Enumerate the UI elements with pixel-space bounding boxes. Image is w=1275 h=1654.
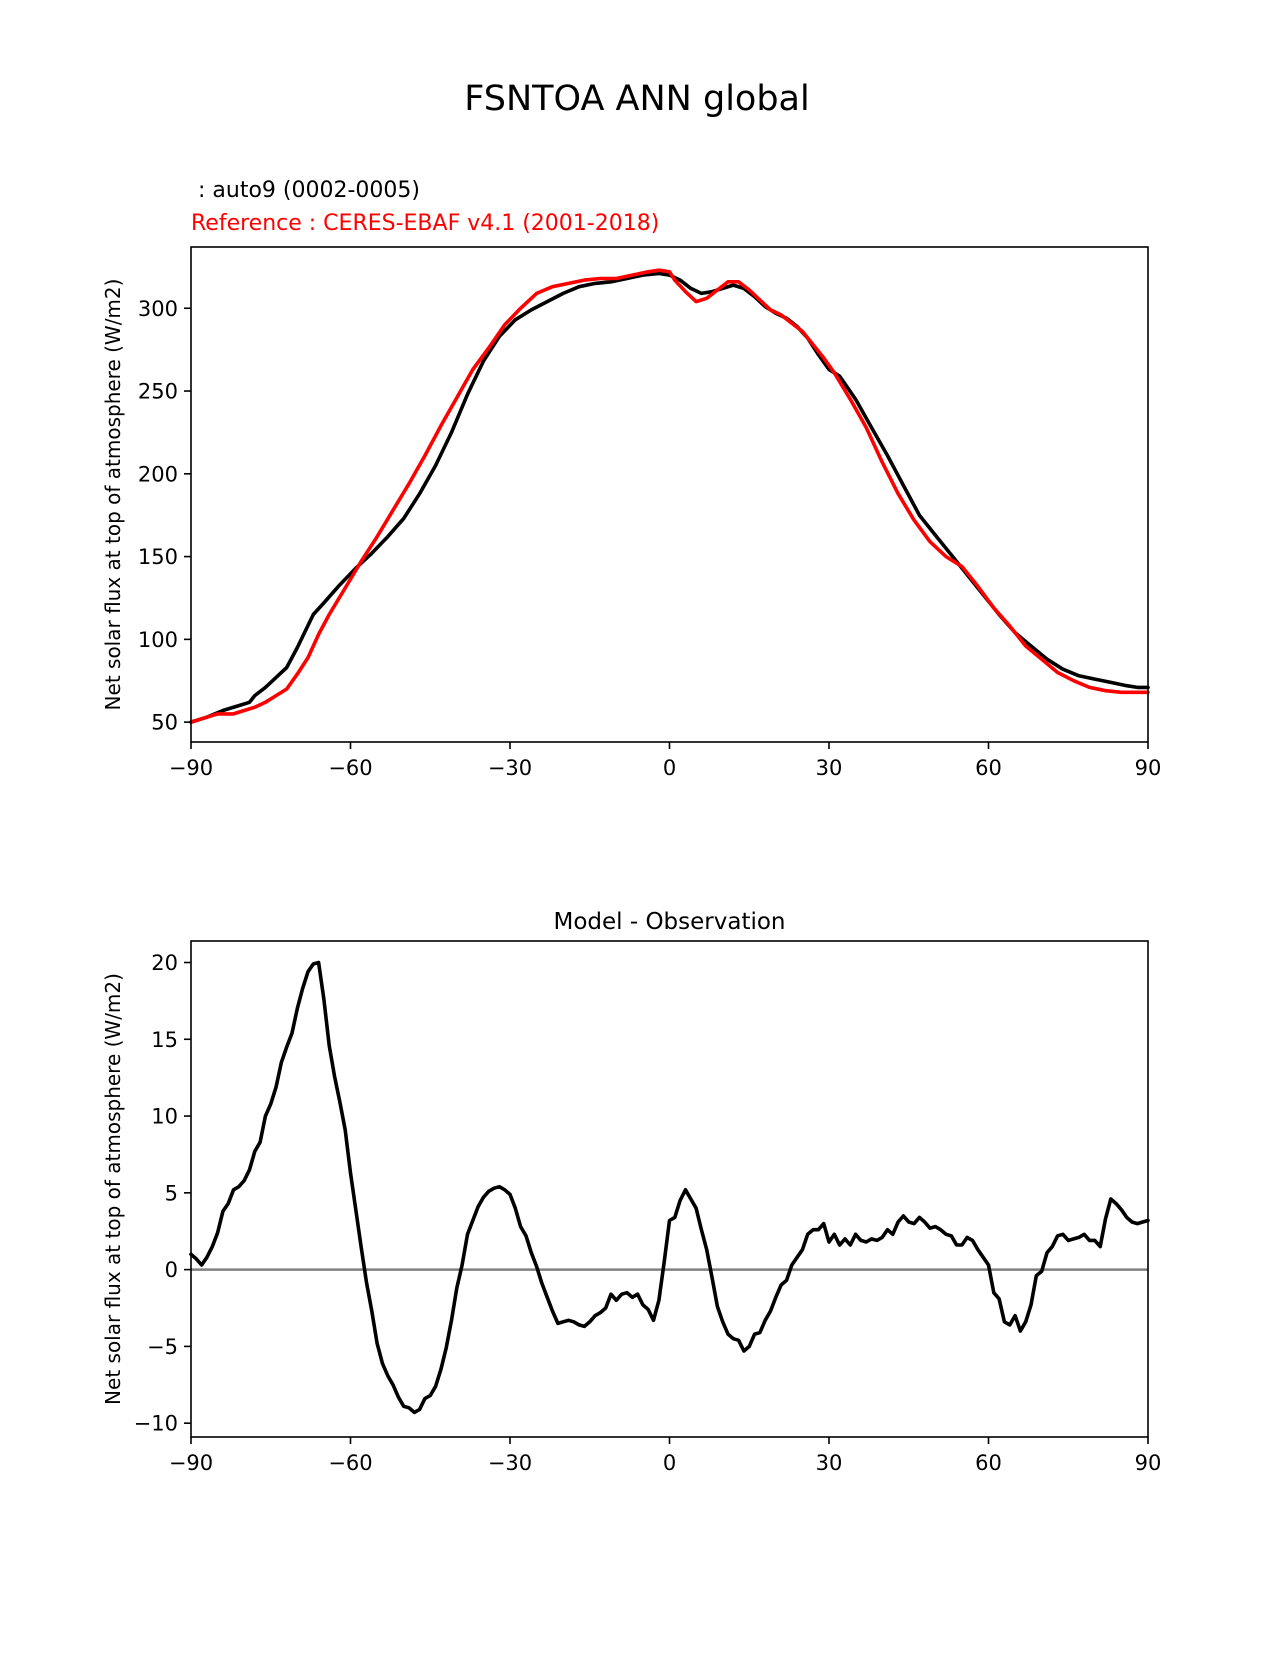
bottom-x-tick-label: 30 — [816, 1451, 843, 1475]
top-x-tick-label: 90 — [1135, 756, 1162, 780]
bottom-y-axis-label: Net solar flux at top of atmosphere (W/m… — [101, 973, 125, 1405]
top-y-tick-label: 200 — [138, 462, 178, 486]
top-y-tick-label: 300 — [138, 297, 178, 321]
bottom-panel-title: Model - Observation — [553, 909, 785, 935]
bottom-y-tick-label: 5 — [165, 1181, 178, 1205]
top-series-test-line — [189, 271, 1150, 724]
bottom-x-tick-label: 0 — [663, 1451, 676, 1475]
bottom-x-tick-label: 60 — [975, 1451, 1002, 1475]
top-axes-frame — [190, 246, 1149, 743]
top-y-tick-label: 150 — [138, 545, 178, 569]
top-x-tick-label: 0 — [663, 756, 676, 780]
bottom-y-tick-label: −10 — [134, 1412, 178, 1436]
bottom-axes-frame — [190, 940, 1149, 1438]
top-y-axis-label: Net solar flux at top of atmosphere (W/m… — [101, 279, 125, 711]
bottom-x-tick-label: −60 — [328, 1451, 372, 1475]
bottom-x-tick-label: −90 — [169, 1451, 213, 1475]
top-y-tick-label: 250 — [138, 380, 178, 404]
bottom-y-tick-label: 10 — [151, 1105, 178, 1129]
top-panel-main-plot: −90 −60 −30 0 30 60 90 50 100 150 200 250 300 Net sol… — [101, 246, 1162, 780]
bottom-y-tick-label: 20 — [151, 951, 178, 975]
top-x-tick-label: −30 — [488, 756, 532, 780]
bottom-panel-difference-plot: −90 −60 −30 0 30 60 90 −10 −5 0 5 10 15 20 Net solar f… — [101, 909, 1161, 1475]
bottom-x-tick-label: −30 — [488, 1451, 532, 1475]
bottom-y-tick-label: 15 — [151, 1028, 178, 1052]
top-x-tick-label: 30 — [816, 756, 843, 780]
top-y-tick-label: 100 — [138, 628, 178, 652]
test-series-label: : auto9 (0002-0005) — [191, 178, 420, 203]
bottom-y-tick-label: −5 — [147, 1335, 178, 1359]
bottom-series-test-line — [189, 960, 1150, 1415]
top-x-tick-label: −60 — [328, 756, 372, 780]
top-series-reference-line — [189, 268, 1150, 724]
top-x-tick-label: 60 — [975, 756, 1002, 780]
reference-series-label: Reference : CERES-EBAF v4.1 (2001-2018) — [191, 211, 659, 236]
bottom-y-tick-label: 0 — [165, 1258, 178, 1282]
figure-title: FSNTOA ANN global — [464, 79, 809, 119]
top-x-tick-label: −90 — [169, 756, 213, 780]
top-y-tick-label: 50 — [151, 711, 178, 735]
bottom-x-tick-label: 90 — [1135, 1451, 1162, 1475]
